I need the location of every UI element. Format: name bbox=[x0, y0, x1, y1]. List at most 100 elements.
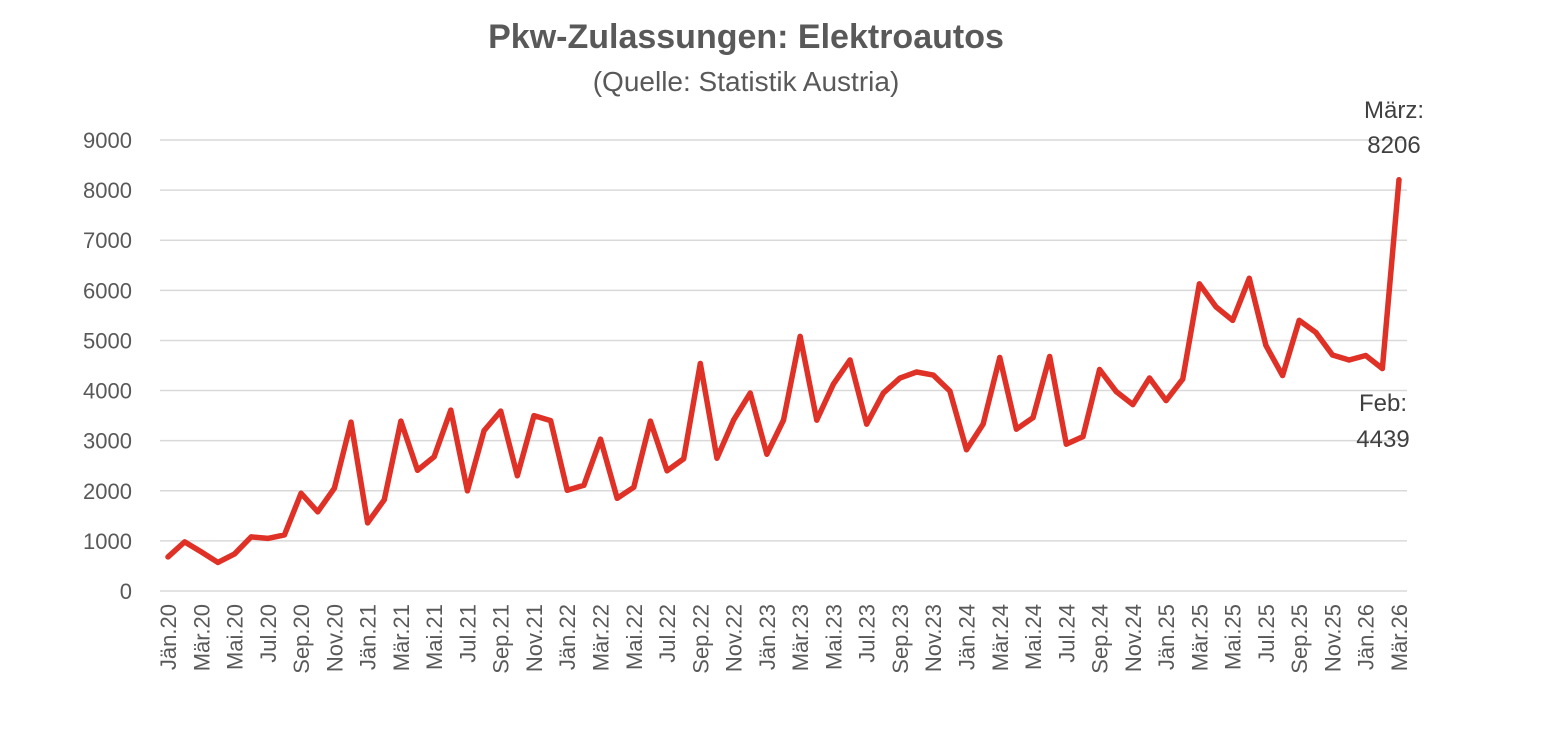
x-tick-label: Jul.23 bbox=[855, 604, 880, 663]
data-point bbox=[498, 408, 504, 414]
y-tick-label: 2000 bbox=[83, 479, 132, 504]
data-point bbox=[597, 436, 604, 442]
x-tick-label: Sep.24 bbox=[1088, 604, 1113, 674]
data-point bbox=[997, 354, 1003, 361]
x-tick-label: Nov.21 bbox=[522, 604, 547, 672]
data-point bbox=[215, 559, 221, 566]
data-point bbox=[248, 534, 254, 540]
y-tick-label: 7000 bbox=[83, 228, 132, 253]
data-point bbox=[780, 417, 787, 423]
x-tick-label: Mär.22 bbox=[589, 604, 614, 671]
data-point bbox=[1196, 281, 1202, 287]
data-point bbox=[315, 509, 321, 515]
y-axis-ticks: 0 1000 2000 3000 4000 5000 6000 7000 8000 9000 bbox=[83, 128, 132, 604]
x-tick-label: Mär.24 bbox=[988, 604, 1013, 671]
data-point bbox=[1047, 353, 1053, 360]
data-point bbox=[448, 407, 454, 413]
data-point bbox=[730, 417, 737, 423]
data-point bbox=[1279, 372, 1286, 379]
x-tick-label: Mär.23 bbox=[788, 604, 813, 671]
data-point bbox=[1096, 366, 1103, 373]
x-tick-label: Mai.22 bbox=[622, 604, 647, 670]
x-tick-label: Mai.25 bbox=[1221, 604, 1246, 670]
data-point bbox=[1396, 177, 1402, 183]
x-tick-label: Nov.25 bbox=[1320, 604, 1345, 672]
data-point bbox=[681, 456, 687, 462]
data-point bbox=[331, 485, 337, 491]
data-point bbox=[697, 360, 703, 367]
y-tick-label: 9000 bbox=[83, 128, 132, 153]
x-tick-label: Mär.20 bbox=[189, 604, 214, 671]
x-tick-label: Mai.21 bbox=[422, 604, 447, 670]
x-tick-label: Sep.25 bbox=[1287, 604, 1312, 674]
data-point bbox=[747, 390, 753, 396]
annotation-feb-value: 4439 bbox=[1356, 426, 1409, 453]
data-point bbox=[1063, 441, 1069, 447]
data-point bbox=[1230, 317, 1236, 323]
data-point bbox=[864, 421, 870, 427]
data-point bbox=[348, 419, 354, 425]
data-point bbox=[947, 388, 953, 394]
data-point bbox=[913, 369, 920, 375]
annotation-maerz-value: 8206 bbox=[1367, 132, 1420, 159]
data-point bbox=[1030, 415, 1036, 421]
data-point bbox=[431, 454, 437, 460]
data-point bbox=[1379, 365, 1385, 372]
chart-title: Pkw-Zulassungen: Elektroautos bbox=[488, 18, 1004, 56]
x-tick-label: Nov.23 bbox=[921, 604, 946, 672]
annotation-maerz-label: März: bbox=[1364, 97, 1424, 124]
data-point bbox=[1329, 352, 1336, 358]
data-point bbox=[365, 520, 371, 526]
y-tick-label: 0 bbox=[120, 579, 132, 604]
x-tick-label: Jän.24 bbox=[954, 604, 979, 670]
y-tick-label: 4000 bbox=[83, 379, 132, 404]
x-tick-label: Jul.21 bbox=[455, 604, 480, 663]
data-point bbox=[814, 417, 820, 423]
data-point bbox=[281, 532, 288, 538]
data-point bbox=[830, 381, 837, 387]
x-tick-label: Sep.23 bbox=[888, 604, 913, 674]
data-point bbox=[381, 497, 387, 503]
grid-lines bbox=[160, 139, 1407, 592]
data-point bbox=[797, 333, 803, 340]
x-tick-label: Mai.23 bbox=[821, 604, 846, 670]
x-tick-label: Jän.21 bbox=[356, 604, 381, 670]
x-tick-label: Mär.26 bbox=[1387, 604, 1412, 671]
data-point bbox=[464, 488, 471, 494]
data-point bbox=[1363, 352, 1369, 359]
x-tick-label: Jul.24 bbox=[1054, 604, 1079, 663]
data-point bbox=[714, 455, 720, 461]
y-tick-label: 6000 bbox=[83, 278, 132, 303]
data-point bbox=[564, 487, 570, 493]
x-tick-label: Sep.20 bbox=[289, 604, 314, 674]
data-point bbox=[1313, 329, 1319, 336]
data-point bbox=[265, 535, 271, 541]
x-axis-ticks: Jän.20 Mär.20 Mai.20 Jul.20 Sep.20 Nov.20 Jän.… bbox=[156, 604, 1412, 674]
x-tick-label: Nov.22 bbox=[722, 604, 747, 672]
data-points bbox=[165, 177, 1402, 566]
data-point bbox=[231, 551, 238, 557]
data-point bbox=[1080, 434, 1086, 440]
data-point bbox=[1246, 275, 1252, 281]
data-point bbox=[398, 418, 404, 424]
y-tick-label: 8000 bbox=[83, 178, 132, 203]
data-point bbox=[1146, 375, 1153, 381]
data-point bbox=[1113, 388, 1119, 395]
x-tick-label: Jän.20 bbox=[156, 604, 181, 670]
data-point bbox=[963, 447, 970, 453]
x-tick-label: Nov.24 bbox=[1121, 604, 1146, 672]
data-point bbox=[514, 473, 520, 479]
y-tick-label: 1000 bbox=[83, 529, 132, 554]
data-point bbox=[980, 421, 986, 427]
data-point bbox=[631, 484, 637, 490]
x-tick-label: Mär.25 bbox=[1187, 604, 1212, 671]
x-tick-label: Jul.22 bbox=[655, 604, 680, 663]
x-tick-label: Jän.25 bbox=[1154, 604, 1179, 670]
data-point bbox=[1213, 304, 1219, 310]
data-point bbox=[930, 372, 936, 378]
x-tick-label: Nov.20 bbox=[322, 604, 347, 672]
x-tick-label: Jul.25 bbox=[1254, 604, 1279, 663]
data-point bbox=[414, 467, 421, 473]
data-point bbox=[614, 495, 620, 501]
data-point bbox=[165, 554, 171, 560]
